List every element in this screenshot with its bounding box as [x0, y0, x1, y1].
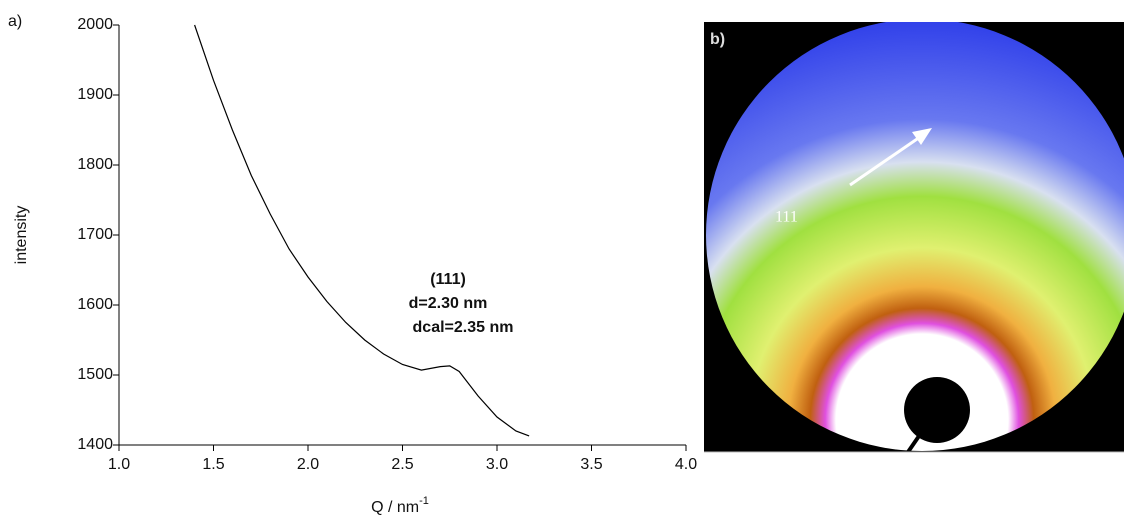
y-tick-label: 1500	[77, 366, 113, 383]
arrow-label: 111	[775, 209, 798, 226]
x-tick-label: 1.5	[202, 456, 224, 473]
annotation: dcal=2.35 nm	[413, 319, 514, 336]
detector	[706, 22, 1124, 451]
y-axis-label: intensity	[13, 206, 30, 265]
x-tick-label: 4.0	[675, 456, 697, 473]
panel-label: b)	[710, 31, 725, 48]
y-tick-label: 1700	[77, 226, 113, 243]
data-line	[194, 24, 530, 437]
x-tick-label: 2.5	[391, 456, 413, 473]
annotation: (111)	[430, 271, 466, 288]
cut	[704, 452, 1124, 462]
annotation: d=2.30 nm	[409, 295, 488, 312]
diffraction-image	[704, 22, 1124, 462]
y-tick-label: 1800	[77, 156, 113, 173]
y-tick-label: 1600	[77, 296, 113, 313]
x-tick-label: 1.0	[108, 456, 130, 473]
y-tick-label: 1900	[77, 86, 113, 103]
x-tick-label: 3.0	[486, 456, 508, 473]
x-tick-label: 2.0	[297, 456, 319, 473]
arrow	[849, 135, 921, 187]
y-tick-label: 1400	[77, 436, 113, 453]
x-axis-label: Q / nm-1	[371, 495, 429, 516]
arrow-head	[912, 128, 932, 145]
beam-stop	[904, 377, 970, 443]
y-tick-label: 2000	[77, 16, 113, 33]
panel-label: a)	[8, 13, 22, 30]
x-tick-label: 3.5	[580, 456, 602, 473]
